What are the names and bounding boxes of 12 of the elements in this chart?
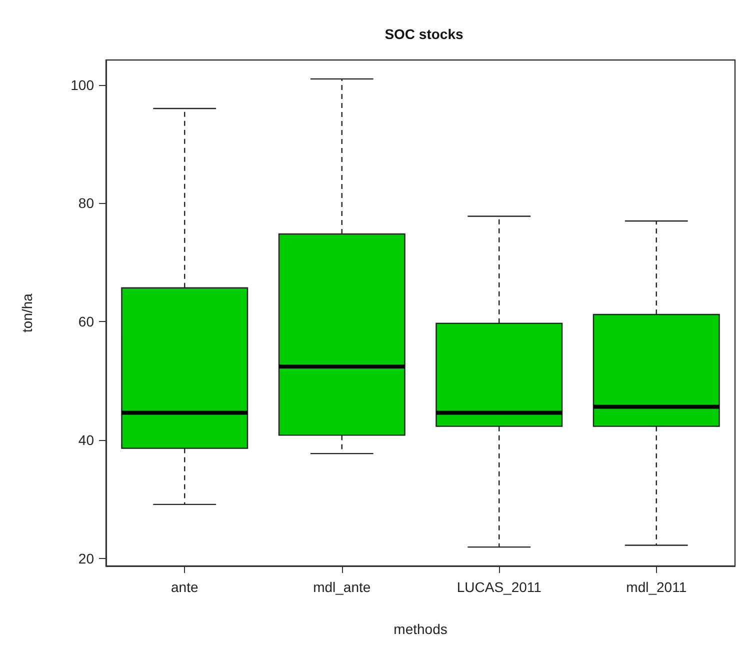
x-tick-label: mdl_ante — [313, 579, 371, 595]
x-tick-label: ante — [171, 579, 198, 595]
x-tick-label: mdl_2011 — [626, 579, 687, 595]
x-tick-label: LUCAS_2011 — [456, 579, 542, 595]
y-tick-label: 40 — [78, 432, 94, 448]
y-tick-label: 100 — [70, 76, 94, 93]
y-tick-label: 60 — [78, 314, 94, 330]
y-tick-label: 20 — [78, 550, 94, 566]
chart-title: SOC stocks — [384, 26, 464, 42]
y-axis-title: ton/ha — [19, 293, 35, 332]
x-axis-title: methods — [394, 621, 448, 637]
y-tick-label: 80 — [78, 195, 94, 212]
